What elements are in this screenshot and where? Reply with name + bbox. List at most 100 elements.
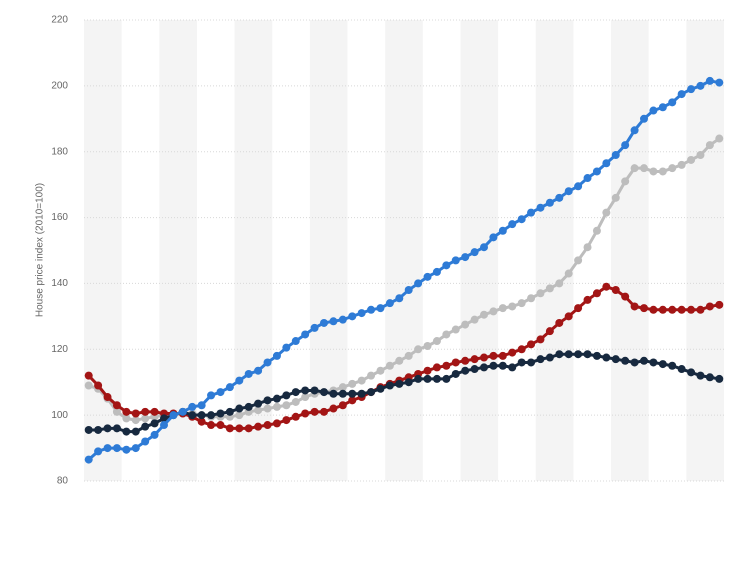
data-point [668,98,677,107]
data-point [131,409,140,418]
data-point [442,361,451,370]
data-point [498,304,507,313]
data-point [583,243,592,252]
data-point [291,388,300,397]
data-point [705,141,714,150]
data-point [432,337,441,346]
data-point [84,381,93,390]
data-point [705,302,714,311]
data-point [282,401,291,410]
data-point [141,407,150,416]
data-point [263,396,272,405]
data-point [348,312,357,321]
data-point [94,447,103,456]
data-point [442,261,451,270]
data-point [235,404,244,413]
data-point [649,106,658,115]
data-point [696,151,705,160]
data-point [357,389,366,398]
data-point [301,393,310,402]
data-point [498,361,507,370]
data-point [348,389,357,398]
data-point [470,248,479,257]
data-point [291,412,300,421]
data-point [84,425,93,434]
plot-band [385,20,423,481]
data-point [225,407,234,416]
data-point [131,416,140,425]
data-point [291,337,300,346]
data-point [677,90,686,99]
data-point [592,289,601,298]
data-point [564,187,573,196]
data-point [169,411,178,420]
data-point [112,407,121,416]
data-point [498,226,507,235]
data-point [489,361,498,370]
data-point [367,388,376,397]
data-point [583,350,592,359]
data-point [367,305,376,314]
data-point [687,305,696,314]
data-point [207,411,216,420]
data-point [480,353,488,362]
data-point [141,422,150,431]
data-point [480,243,488,252]
data-point [602,159,611,168]
data-point [555,193,564,202]
data-point [668,305,677,314]
data-point [489,307,498,316]
data-point [630,164,639,173]
data-point [263,404,272,413]
data-point [432,374,441,383]
data-point [687,85,696,94]
data-point [705,76,714,85]
data-point [451,325,460,334]
data-point [376,384,385,393]
plot-band [535,20,574,481]
data-point [207,391,216,400]
data-point [517,358,526,367]
data-point [122,407,131,416]
data-point [188,411,197,420]
data-point [254,366,263,375]
data-point [461,320,470,329]
data-point [517,215,526,224]
data-point [508,348,517,357]
data-point [527,208,536,217]
data-point [602,282,611,291]
data-point [141,437,150,446]
data-point [150,407,159,416]
data-point [216,421,225,430]
data-point [621,292,630,301]
data-point [555,279,564,288]
data-point [310,407,319,416]
data-point [244,369,253,378]
data-point [320,388,328,397]
data-point [696,371,705,380]
data-point [658,360,667,369]
data-point [112,424,121,433]
data-point [94,425,103,434]
data-point [216,409,225,418]
data-point [310,386,319,395]
y-tick-label: 220 [51,15,68,26]
data-point [461,253,470,262]
plot-band [686,20,724,481]
data-point [564,312,573,321]
data-point [329,389,338,398]
data-point [574,182,583,191]
data-point [357,309,366,318]
data-point [640,356,648,365]
y-tick-label: 120 [51,344,68,355]
data-point [508,220,517,229]
data-point [263,421,272,430]
data-point [225,424,234,433]
data-point [480,310,488,319]
data-point [216,388,225,397]
data-point [451,256,460,265]
data-point [338,315,347,324]
data-point [630,358,639,367]
data-point [611,355,620,364]
data-point [470,365,479,374]
